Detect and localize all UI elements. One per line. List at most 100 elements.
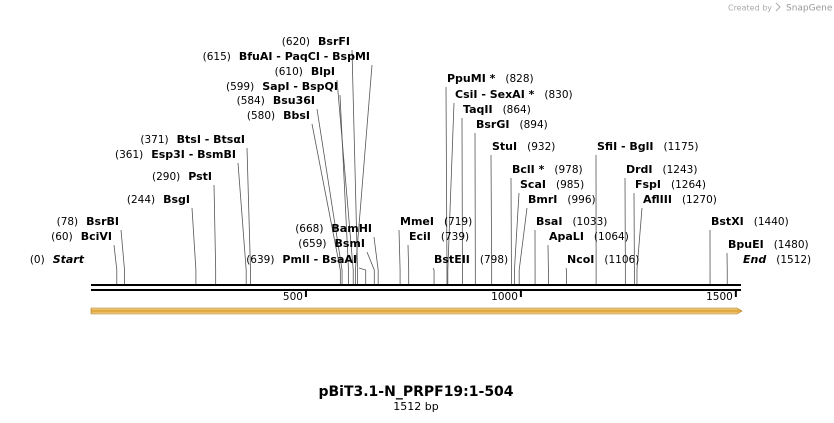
site-position: (798): [480, 254, 508, 266]
site-position: (719): [444, 216, 472, 228]
enzyme-name: ApaLI: [549, 230, 584, 243]
site-position: (828): [505, 73, 533, 85]
site-line: [237, 162, 247, 284]
site-line: [316, 108, 343, 284]
enzyme-name: PmlI - BsaAI: [282, 253, 357, 266]
site-position: (1064): [594, 231, 629, 243]
enzyme-name: DrdI: [626, 163, 653, 176]
site-position: (78): [57, 216, 79, 228]
enzyme-name: BtsI - BtsαI: [177, 133, 245, 146]
site-position: (620): [282, 36, 310, 48]
site-position: (361): [115, 149, 143, 161]
enzyme-name: SapI - BspQI: [262, 80, 338, 93]
site-line: [398, 229, 401, 284]
enzyme-name: CsiI - SexAI *: [455, 88, 535, 101]
site-line: [339, 94, 349, 284]
site-line: [354, 64, 373, 284]
tick-label: 1000: [491, 291, 518, 303]
enzyme-name: BstXI: [711, 215, 744, 228]
site-line: [518, 207, 528, 284]
site-line: [213, 184, 217, 284]
brand-icon: [775, 2, 781, 12]
enzyme-name: BsgI: [163, 193, 190, 206]
enzyme-name: BpuEI: [728, 238, 764, 251]
site-position: (599): [226, 81, 254, 93]
enzyme-name: Start: [53, 253, 85, 266]
site-position: (244): [127, 194, 155, 206]
site-line: [246, 147, 251, 284]
site-position: (0): [30, 254, 45, 266]
enzyme-name: BsmI: [335, 237, 366, 250]
site-position: (1264): [671, 179, 706, 191]
site-line: [311, 123, 341, 284]
site-position: (371): [140, 134, 168, 146]
site-line: [366, 251, 375, 284]
tick-label: 500: [283, 291, 303, 303]
site-line: [407, 244, 410, 284]
site-position: (739): [441, 231, 469, 243]
enzyme-name: PpuMI *: [447, 72, 496, 85]
site-position: (830): [544, 89, 572, 101]
site-line: [514, 192, 520, 284]
enzyme-name: Esp3I - BsmBI: [151, 148, 236, 161]
enzyme-name: Bsu36I: [273, 94, 315, 107]
site-line: [191, 207, 197, 284]
site-position: (1033): [572, 216, 607, 228]
enzyme-name: BfuAI - PaqCI - BspMI: [239, 50, 370, 63]
enzyme-name: BamHI: [331, 222, 372, 235]
enzyme-name: BsrGI: [476, 118, 509, 131]
enzyme-name: BbsI: [283, 109, 310, 122]
site-position: (1175): [664, 141, 699, 153]
site-line: [445, 86, 448, 284]
map-length: 1512 bp: [393, 400, 438, 413]
site-position: (978): [554, 164, 582, 176]
site-position: (1480): [774, 239, 809, 251]
enzyme-name: BlpI: [311, 65, 335, 78]
brand: SnapGene: [786, 4, 833, 14]
site-line: [432, 267, 435, 284]
site-line: [358, 267, 367, 284]
site-line: [120, 229, 125, 284]
enzyme-name: BstEII: [434, 253, 470, 266]
site-position: (60): [51, 231, 73, 243]
site-position: (1440): [754, 216, 789, 228]
enzyme-name: BsrFI: [318, 35, 350, 48]
enzyme-name: BciVI: [81, 230, 112, 243]
site-position: (584): [237, 95, 265, 107]
site-line: [373, 236, 379, 284]
credit: Created by: [728, 4, 772, 13]
enzyme-name: ScaI: [520, 178, 546, 191]
enzyme-name: BclI *: [512, 163, 545, 176]
map-line: [91, 284, 741, 286]
enzyme-name: BsaI: [536, 215, 562, 228]
enzyme-name: End: [743, 253, 766, 266]
map-title: pBiT3.1-N_PRPF19:1-504: [318, 384, 513, 400]
enzyme-name: PstI: [188, 170, 212, 183]
site-line: [113, 244, 118, 284]
enzyme-name: FspI: [635, 178, 661, 191]
enzyme-name: EciI: [409, 230, 431, 243]
enzyme-name: TaqII: [463, 103, 493, 116]
enzyme-name: SfiI - BglI: [597, 140, 654, 153]
site-position: (639): [246, 254, 274, 266]
site-position: (864): [503, 104, 531, 116]
site-position: (985): [556, 179, 584, 191]
site-position: (659): [298, 238, 326, 250]
site-position: (1243): [663, 164, 698, 176]
site-position: (290): [152, 171, 180, 183]
site-position: (1512): [776, 254, 811, 266]
site-position: (996): [567, 194, 595, 206]
site-line: [351, 49, 358, 284]
enzyme-name: BmrI: [528, 193, 557, 206]
map-line: [91, 289, 741, 291]
enzyme-name: AflIII: [643, 193, 672, 206]
site-position: (668): [295, 223, 323, 235]
site-position: (615): [203, 51, 231, 63]
site-position: (580): [247, 110, 275, 122]
site-line: [490, 154, 493, 284]
site-position: (894): [519, 119, 547, 131]
feature-arrow: [90, 307, 743, 315]
enzyme-name: MmeI: [400, 215, 434, 228]
